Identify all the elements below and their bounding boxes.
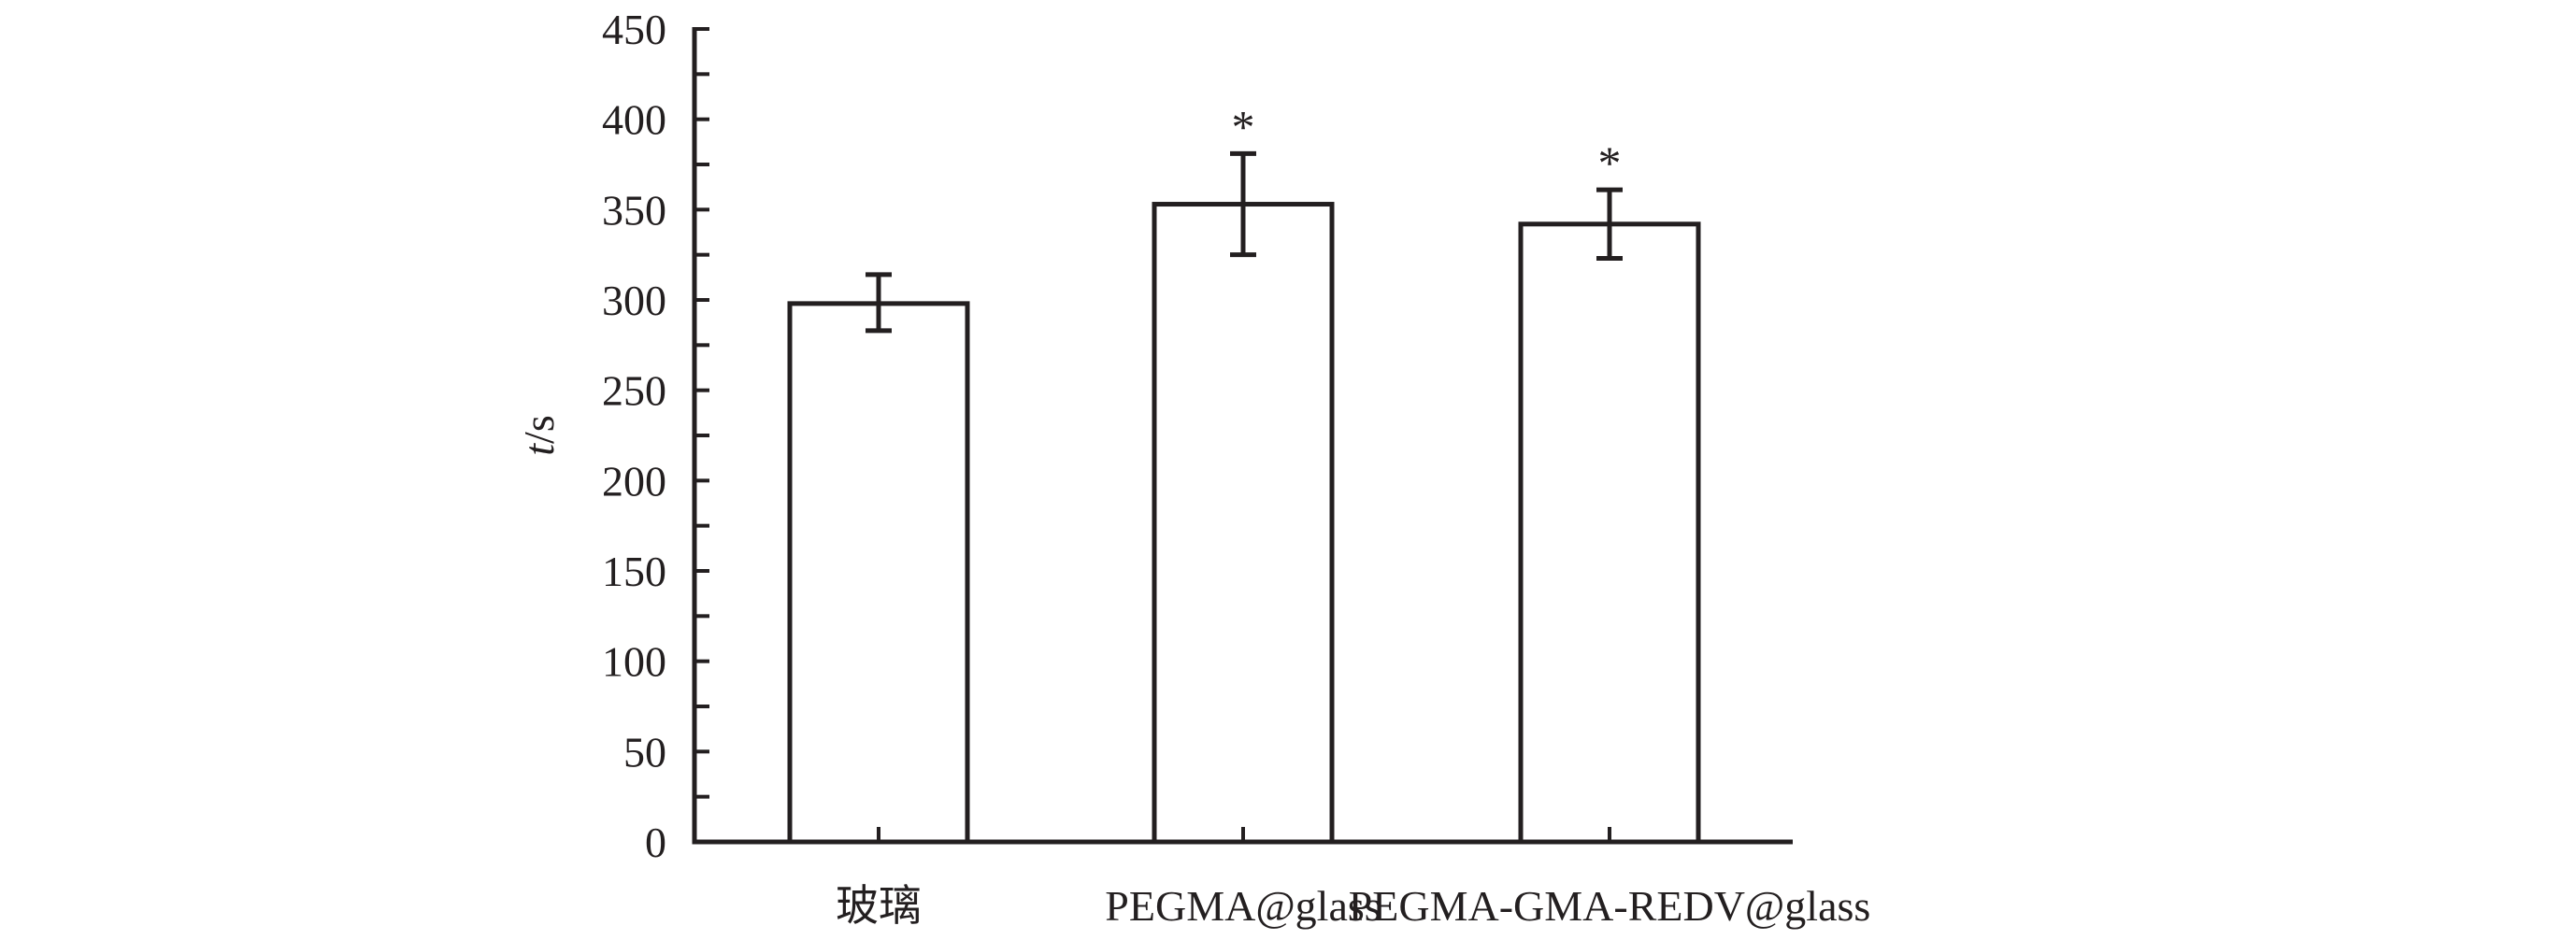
y-tick-label: 0 [645, 819, 666, 866]
significance-marker: * [1232, 100, 1255, 152]
y-tick-labels-group: 0 50 100 150 200 250 300 350 400 450 [602, 6, 666, 866]
y-tick-label: 150 [602, 548, 666, 595]
bars-group [787, 202, 1701, 845]
y-tick-label: 350 [602, 186, 666, 234]
y-tick-label: 400 [602, 96, 666, 144]
y-axis-label-variable: t [515, 443, 563, 456]
bar [787, 301, 970, 845]
y-tick-label: 100 [602, 638, 666, 686]
x-category-label: PEGMA-GMA-REDV@glass [1349, 882, 1871, 930]
significance-labels-group: ** [1232, 100, 1622, 189]
y-tick-label: 50 [623, 728, 666, 776]
significance-marker: * [1598, 136, 1622, 189]
bar [1152, 202, 1335, 845]
x-ticks-group [877, 827, 1611, 842]
y-axis-label-unit: /s [515, 415, 563, 444]
y-axis-label: t/s [515, 415, 563, 455]
y-tick-label: 300 [602, 277, 666, 324]
error-bars-group [866, 150, 1623, 334]
y-tick-label: 250 [602, 367, 666, 415]
y-tick-label: 200 [602, 457, 666, 505]
bar [1518, 221, 1701, 845]
y-tick-label: 450 [602, 6, 666, 53]
x-category-label: 玻璃 [836, 882, 922, 930]
y-ticks-group [694, 27, 709, 844]
x-category-label: PEGMA@glass [1105, 882, 1381, 930]
